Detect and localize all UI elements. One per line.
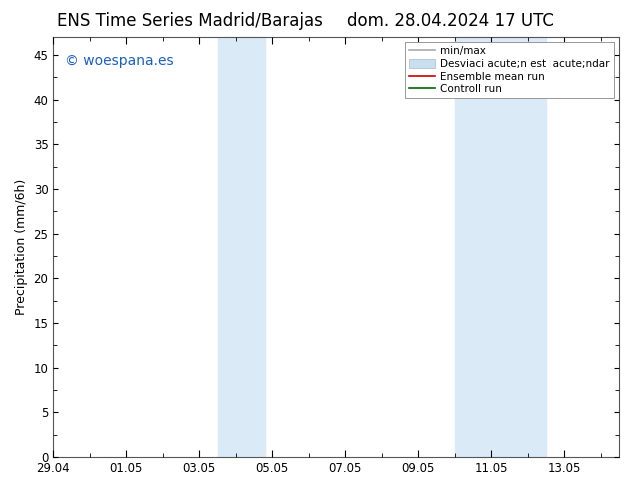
Legend: min/max, Desviaci acute;n est  acute;ndar, Ensemble mean run, Controll run: min/max, Desviaci acute;n est acute;ndar… [404, 42, 614, 98]
Bar [455, 37, 546, 457]
Bar [217, 37, 265, 457]
Text: © woespana.es: © woespana.es [65, 54, 173, 68]
Text: ENS Time Series Madrid/Barajas: ENS Time Series Madrid/Barajas [57, 12, 323, 30]
Text: dom. 28.04.2024 17 UTC: dom. 28.04.2024 17 UTC [347, 12, 553, 30]
Y-axis label: Precipitation (mm/6h): Precipitation (mm/6h) [15, 179, 28, 315]
